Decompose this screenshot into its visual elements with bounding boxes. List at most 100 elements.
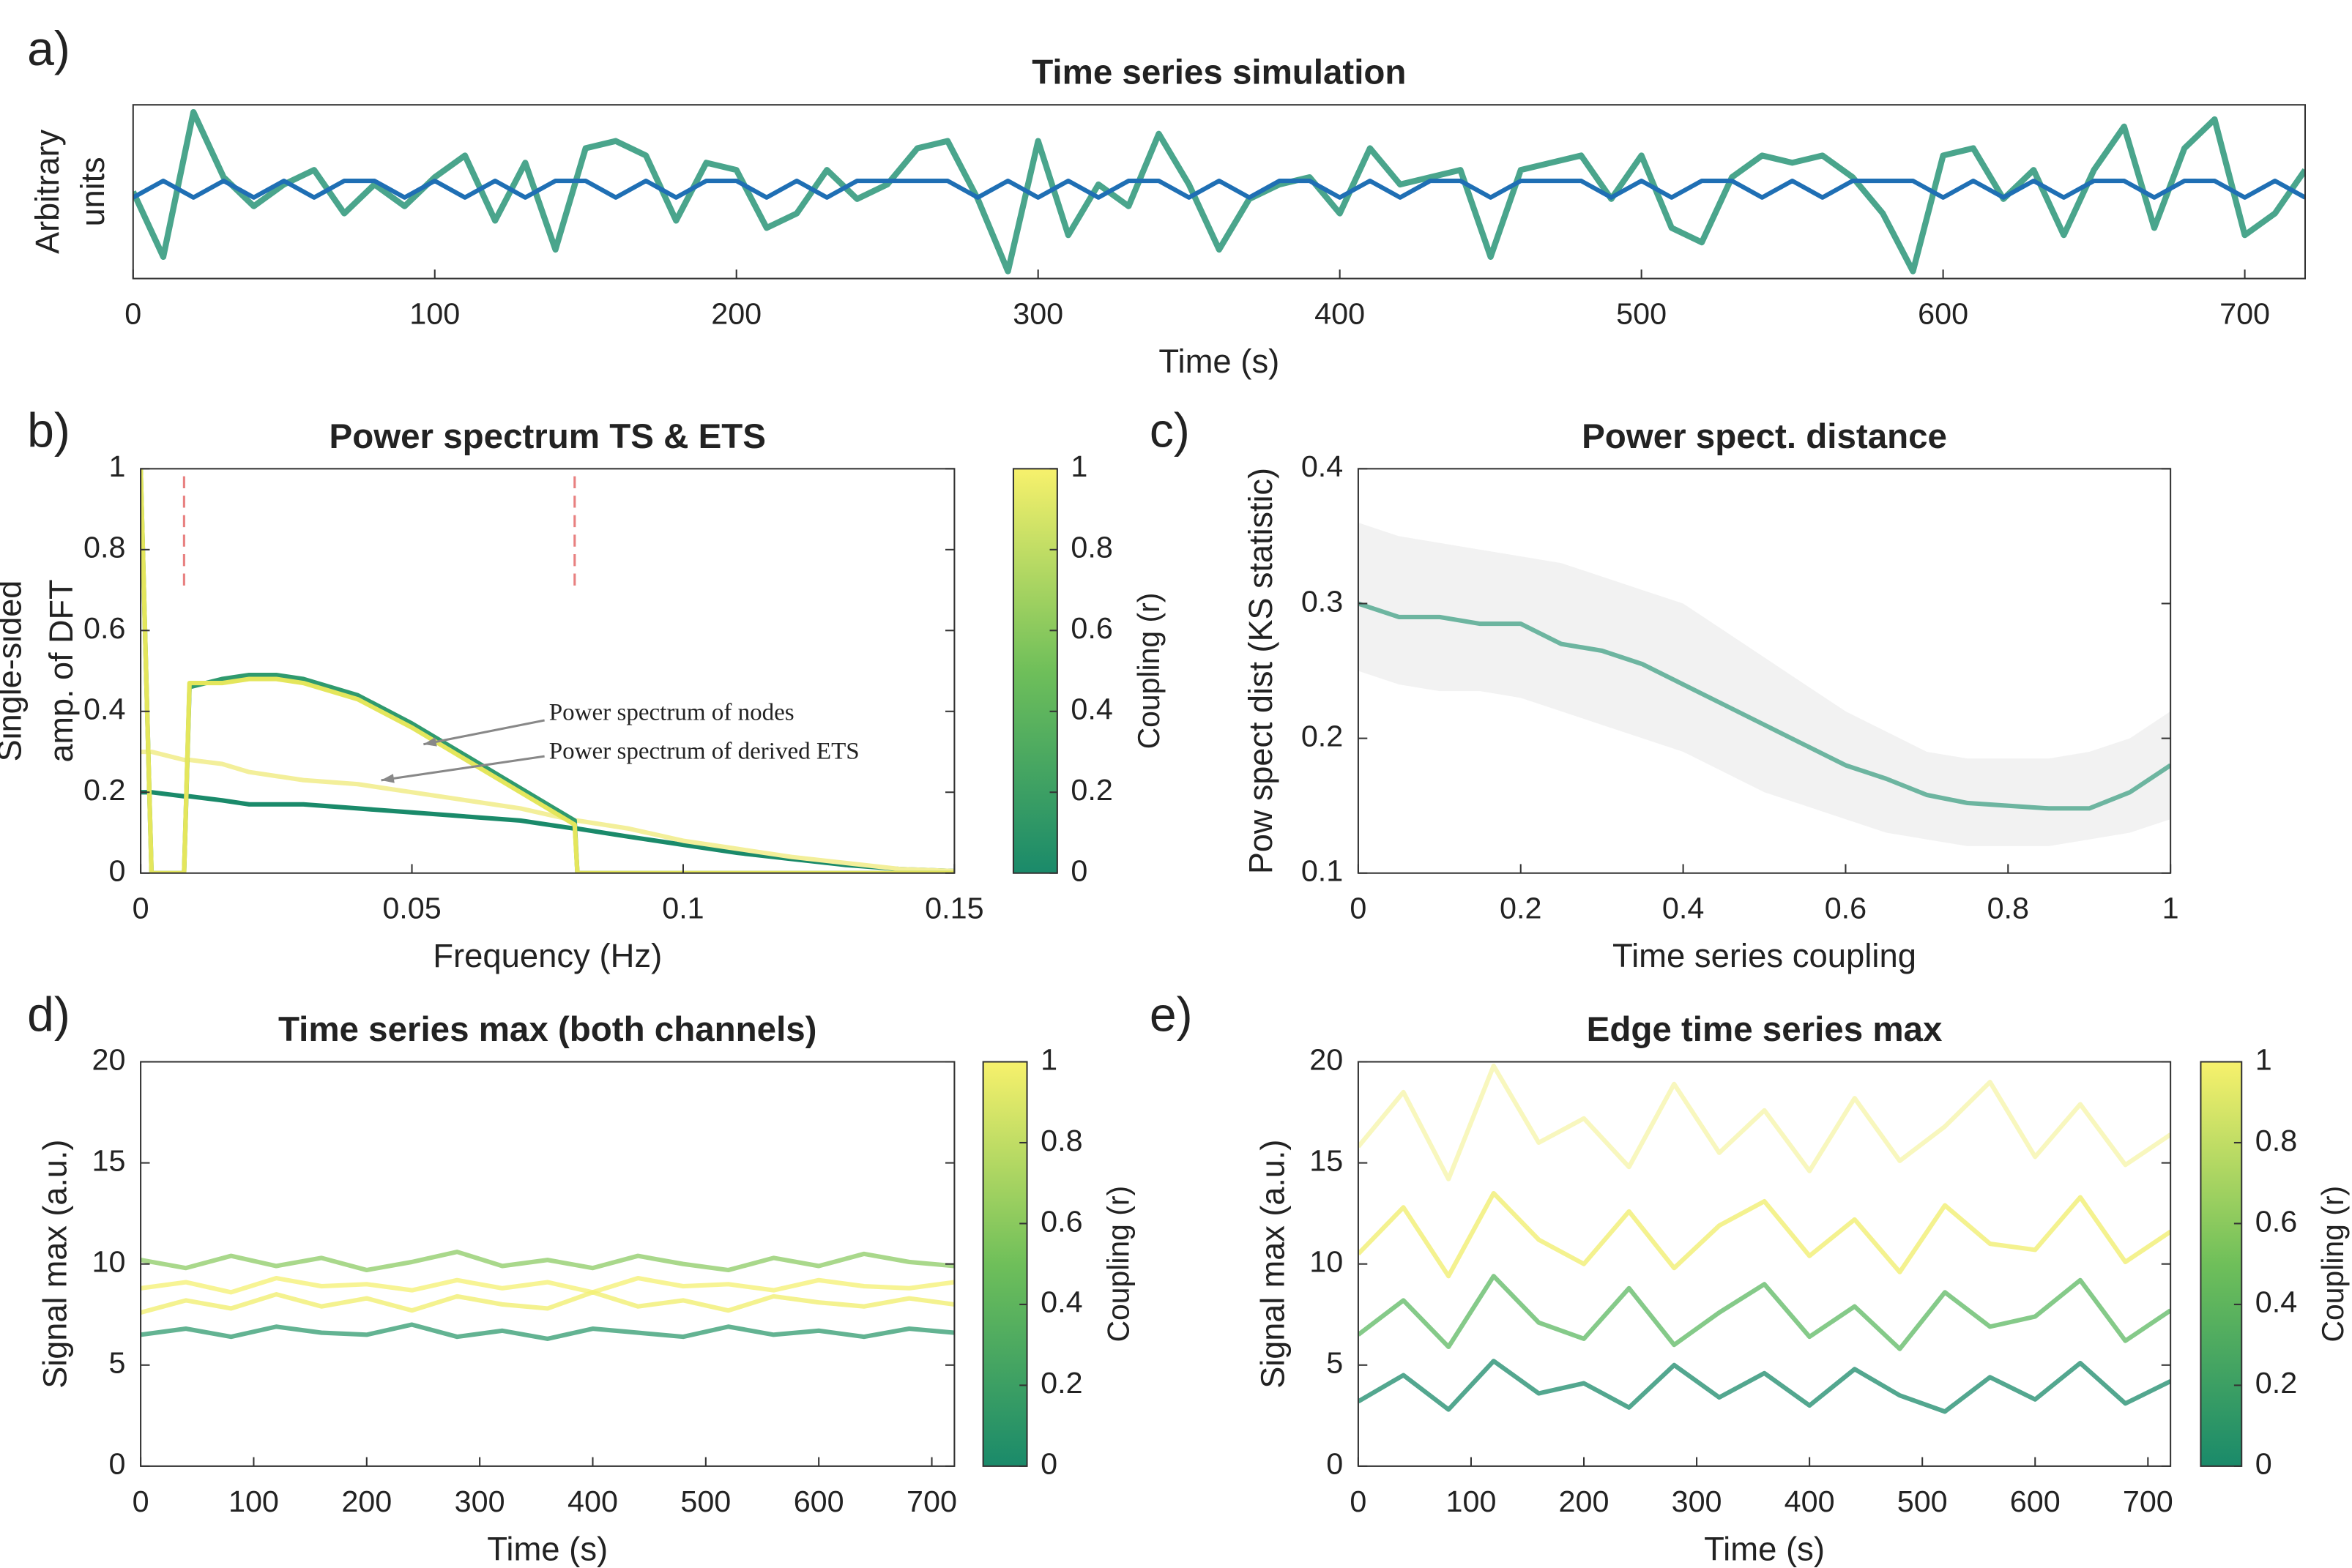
colorbar-tick-label: 0.4 bbox=[2255, 1285, 2297, 1319]
series-line bbox=[1358, 1274, 2171, 1351]
annotation-arrow bbox=[423, 719, 545, 746]
colorbar-tick-label: 0.2 bbox=[1041, 1366, 1082, 1400]
x-tick-label: 500 bbox=[1616, 297, 1667, 331]
colorbar-tick-label: 0 bbox=[1071, 854, 1087, 888]
series-line bbox=[141, 1290, 955, 1315]
x-tick-label: 300 bbox=[1672, 1485, 1722, 1518]
colorbar bbox=[1012, 468, 1058, 874]
panel-label: d) bbox=[27, 988, 70, 1042]
axes-frame bbox=[1357, 468, 2172, 874]
x-tick-label: 600 bbox=[1918, 297, 1968, 331]
colorbar-tick-label: 1 bbox=[1071, 449, 1087, 483]
series-line bbox=[141, 1250, 955, 1273]
panel-label: a) bbox=[27, 21, 70, 75]
chart-title: Edge time series max bbox=[1587, 1010, 1943, 1049]
y-tick-label: 0.4 bbox=[83, 692, 125, 726]
y-tick-label: 0 bbox=[1326, 1447, 1343, 1481]
x-tick-label: 0.4 bbox=[1662, 892, 1704, 925]
y-tick-label: 0 bbox=[108, 854, 125, 888]
panel-label: b) bbox=[27, 403, 70, 458]
x-tick-label: 200 bbox=[711, 297, 762, 331]
chart-title: Time series simulation bbox=[1032, 53, 1406, 92]
colorbar-tick-label: 0.8 bbox=[1041, 1124, 1082, 1157]
x-tick-label: 1 bbox=[2162, 892, 2179, 925]
plot-content bbox=[1358, 523, 2171, 846]
y-axis-label: units bbox=[74, 157, 111, 226]
y-axis-label: Pow spect dist (KS statistic) bbox=[1242, 468, 1279, 874]
x-tick-label: 0.8 bbox=[1987, 892, 2029, 925]
y-tick-label: 0.2 bbox=[1301, 720, 1343, 753]
y-tick-label: 20 bbox=[92, 1042, 125, 1076]
y-tick-label: 10 bbox=[92, 1245, 125, 1279]
y-tick-label: 0.3 bbox=[1301, 584, 1343, 618]
series-line bbox=[141, 749, 955, 873]
colorbar-tick-label: 0.8 bbox=[1071, 531, 1112, 564]
y-axis-label: amp. of DFT bbox=[42, 580, 80, 763]
plot-content bbox=[133, 109, 2305, 275]
series-line bbox=[133, 178, 2305, 200]
panel-label: e) bbox=[1150, 988, 1193, 1042]
annotation-arrow bbox=[381, 755, 545, 782]
plot-content bbox=[1358, 1063, 2171, 1414]
colorbar-tick-label: 0.8 bbox=[2255, 1124, 2297, 1157]
x-tick-label: 600 bbox=[794, 1485, 844, 1518]
y-axis-label: Signal max (a.u.) bbox=[36, 1140, 73, 1389]
x-tick-label: 0 bbox=[124, 297, 141, 331]
x-tick-label: 400 bbox=[1785, 1485, 1835, 1518]
colorbar-tick-label: 1 bbox=[1041, 1042, 1057, 1076]
series-line bbox=[1358, 1359, 2171, 1414]
series-line bbox=[141, 1275, 955, 1295]
x-tick-label: 700 bbox=[907, 1485, 957, 1518]
series-line bbox=[141, 790, 955, 873]
colorbar-tick-label: 0.6 bbox=[2255, 1204, 2297, 1238]
chart-title: Power spectrum TS & ETS bbox=[330, 417, 766, 456]
x-tick-label: 200 bbox=[1559, 1485, 1609, 1518]
x-axis-label: Time (s) bbox=[1158, 343, 1279, 380]
x-axis-label: Frequency (Hz) bbox=[433, 937, 662, 974]
colorbar-label: Coupling (r) bbox=[1101, 1186, 1135, 1343]
colorbar-tick-label: 0.4 bbox=[1071, 692, 1112, 726]
y-tick-label: 0 bbox=[108, 1447, 125, 1481]
x-tick-label: 0 bbox=[1350, 892, 1366, 925]
y-tick-label: 0.4 bbox=[1301, 449, 1343, 483]
colorbar-tick-label: 0.2 bbox=[1071, 773, 1112, 807]
axes-frame bbox=[140, 468, 956, 874]
annotation: Power spectrum of nodes bbox=[549, 700, 794, 726]
colorbar-label: Coupling (r) bbox=[1132, 593, 1166, 750]
series-line bbox=[133, 109, 2305, 275]
y-tick-label: 0.8 bbox=[83, 531, 125, 564]
y-axis-label: Signal max (a.u.) bbox=[1254, 1140, 1291, 1389]
x-tick-label: 0.15 bbox=[925, 892, 983, 925]
axes-frame bbox=[1357, 1061, 2172, 1467]
x-axis-label: Time (s) bbox=[1704, 1531, 1825, 1568]
colorbar-tick-label: 0 bbox=[1041, 1447, 1057, 1481]
colorbar-label: Coupling (r) bbox=[2316, 1186, 2350, 1343]
y-tick-label: 15 bbox=[1309, 1144, 1343, 1178]
x-tick-label: 0 bbox=[133, 892, 149, 925]
x-tick-label: 100 bbox=[409, 297, 460, 331]
colorbar-tick-label: 0.6 bbox=[1071, 611, 1112, 645]
x-tick-label: 0.2 bbox=[1500, 892, 1541, 925]
x-tick-label: 400 bbox=[1314, 297, 1365, 331]
colorbar-tick-label: 0.2 bbox=[2255, 1366, 2297, 1400]
y-tick-label: 0.6 bbox=[83, 611, 125, 645]
y-tick-label: 5 bbox=[1326, 1346, 1343, 1380]
x-tick-label: 0 bbox=[133, 1485, 149, 1518]
annotation: Power spectrum of derived ETS bbox=[549, 739, 860, 765]
chart-title: Power spect. distance bbox=[1582, 417, 1947, 456]
colorbar-tick-label: 0 bbox=[2255, 1447, 2272, 1481]
x-tick-label: 200 bbox=[341, 1485, 392, 1518]
y-tick-label: 5 bbox=[108, 1346, 125, 1380]
x-axis-label: Time series coupling bbox=[1612, 937, 1916, 974]
x-tick-label: 100 bbox=[1446, 1485, 1497, 1518]
x-tick-label: 400 bbox=[567, 1485, 618, 1518]
colorbar-tick-label: 0.4 bbox=[1041, 1285, 1082, 1319]
y-tick-label: 0.2 bbox=[83, 773, 125, 807]
x-tick-label: 100 bbox=[228, 1485, 279, 1518]
x-tick-label: 0 bbox=[1350, 1485, 1366, 1518]
series-line bbox=[141, 1322, 955, 1341]
plot-content bbox=[141, 1250, 955, 1341]
colorbar-tick-label: 1 bbox=[2255, 1042, 2272, 1076]
x-tick-label: 300 bbox=[455, 1485, 505, 1518]
